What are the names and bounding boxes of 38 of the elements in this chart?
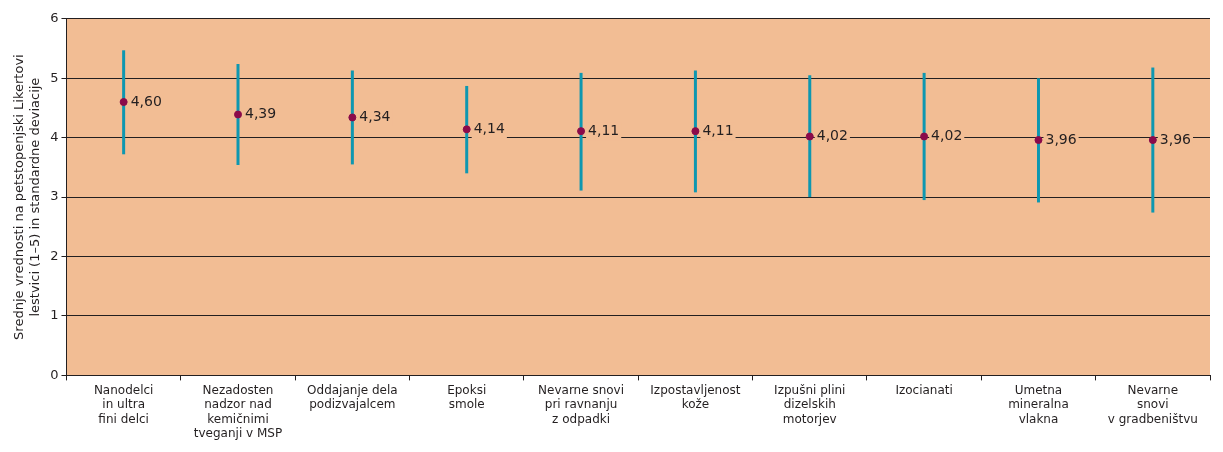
x-tick-label: Izpostavljenost kože <box>650 382 741 412</box>
x-tick-label: Nevarne snovi v gradbeništvu <box>1107 382 1198 426</box>
point <box>348 113 357 122</box>
data-label: 4,60 <box>130 92 162 109</box>
data-label: 4,14 <box>473 119 505 136</box>
x-tick-label: Umetna mineralna vlakna <box>1008 382 1069 426</box>
point <box>805 132 814 141</box>
data-label: 3,96 <box>1159 130 1192 147</box>
data-label: 4,39 <box>245 105 277 122</box>
y-tick-label: 1 <box>50 307 59 323</box>
y-tick-label: 3 <box>50 188 59 204</box>
x-tick-label: Izpušni plini dizelskih motorjev <box>774 382 846 426</box>
data-label: 3,96 <box>1045 130 1077 147</box>
data-label: 4,34 <box>359 108 391 125</box>
data-label: 4,02 <box>816 127 848 144</box>
x-tick-label: Epoksi smole <box>447 382 487 412</box>
y-axis-title: Srednje vrednosti na petstopenjski Likertovi lestvici (1–5) in standardne deviacije <box>11 54 42 340</box>
point <box>119 98 128 107</box>
y-tick-label: 5 <box>50 69 59 85</box>
data-label: 4,11 <box>588 121 620 138</box>
y-tick-label: 0 <box>50 366 59 382</box>
x-tick-label: Nevarne snovi pri ravnanju z odpadki <box>538 382 625 426</box>
point <box>691 127 700 136</box>
point <box>1148 136 1157 145</box>
point <box>577 127 586 136</box>
x-tick-label: Izocianati <box>895 382 953 397</box>
data-label: 4,02 <box>931 127 963 144</box>
point <box>462 125 471 134</box>
point <box>920 132 929 141</box>
y-tick-label: 2 <box>50 247 59 263</box>
point <box>1034 136 1043 145</box>
x-tick-label: Nanodelci in ultra fini delci <box>93 382 154 426</box>
x-tick-label: Nezadosten nadzor nad kemičnimi tveganji v MSP <box>193 382 283 440</box>
x-tick-label: Oddajanje dela podizvajalcem <box>307 382 398 412</box>
y-tick-label: 4 <box>50 129 59 145</box>
y-tick-label: 6 <box>50 10 59 26</box>
point <box>234 110 242 119</box>
data-label: 4,11 <box>702 121 734 138</box>
